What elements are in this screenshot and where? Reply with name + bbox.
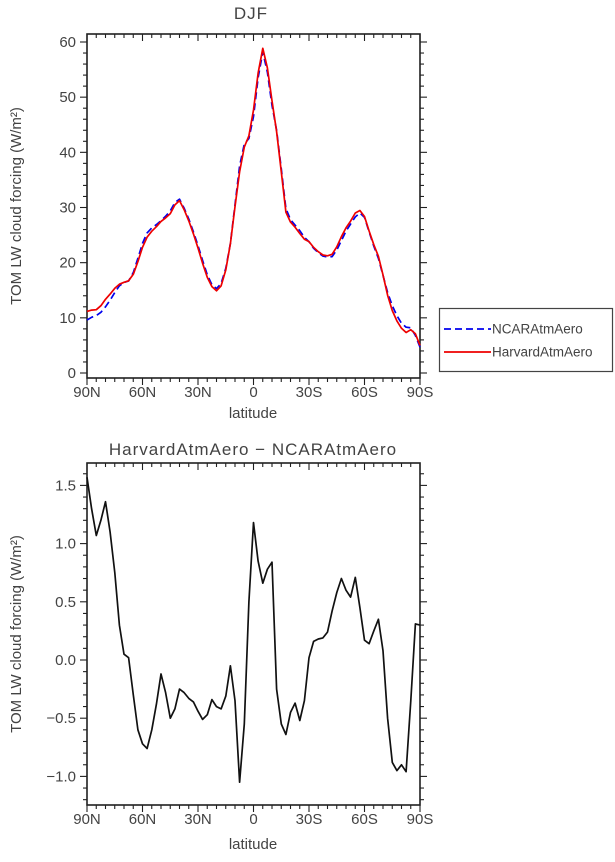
- y-tick-label: 10: [59, 310, 76, 327]
- legend: NCARAtmAero HarvardAtmAero: [438, 307, 614, 373]
- bottom-chart-title: HarvardAtmAero − NCARAtmAero: [109, 440, 397, 459]
- x-tick-label: 90S: [407, 811, 434, 828]
- bottom-chart-x-axis-title: latitude: [229, 836, 277, 853]
- y-tick-label: 0.5: [55, 594, 76, 611]
- legend-label-harvardatmaero: HarvardAtmAero: [492, 345, 593, 360]
- bottom-chart-y-axis-title: TOM LW cloud forcing (W/m²): [8, 535, 25, 733]
- x-tick-label: 30S: [296, 384, 323, 401]
- legend-label-ncaratmaero: NCARAtmAero: [492, 322, 583, 337]
- top-chart-plot-area: 90N 60N 30N 0 30S 60S 90S 0 10 20 30 40 50 60: [59, 33, 434, 401]
- x-tick-label: 60N: [129, 811, 157, 828]
- x-tick-label: 60S: [351, 384, 378, 401]
- x-tick-label: 90N: [73, 811, 101, 828]
- x-tick-label: 30N: [184, 384, 212, 401]
- y-tick-label: 1.0: [55, 536, 76, 553]
- top-chart-y-axis-title: TOM LW cloud forcing (W/m²): [8, 107, 25, 305]
- top-chart-title: DJF: [234, 4, 268, 23]
- y-tick-label: 1.5: [55, 477, 76, 494]
- y-tick-label: −0.5: [46, 710, 76, 727]
- legend-box: [438, 307, 614, 373]
- x-tick-label: 90S: [407, 384, 434, 401]
- y-tick-label: 20: [59, 255, 76, 272]
- y-tick-label: 40: [59, 144, 76, 161]
- x-tick-label: 90N: [73, 384, 101, 401]
- y-tick-label: 0: [68, 365, 76, 382]
- y-tick-label: −1.0: [46, 768, 76, 785]
- x-tick-label: 0: [249, 811, 257, 828]
- y-tick-label: 50: [59, 89, 76, 106]
- x-tick-label: 60S: [351, 811, 378, 828]
- bottom-chart-plot-area: 90N 60N 30N 0 30S 60S 90S −1.0 −0.5 0.0 0.5 1.0 1.5: [46, 462, 434, 828]
- harvardatmaero-series-line: [86, 47, 421, 346]
- y-tick-label: 0.0: [55, 652, 76, 669]
- x-tick-label: 0: [249, 384, 257, 401]
- y-tick-label: 60: [59, 34, 76, 51]
- plot-frame: [86, 462, 421, 806]
- plot-frame: [86, 33, 421, 379]
- top-chart-x-axis-title: latitude: [229, 405, 277, 422]
- difference-series-line: [86, 477, 421, 784]
- x-tick-label: 60N: [129, 384, 157, 401]
- y-tick-label: 30: [59, 199, 76, 216]
- ncaratmaero-series-line: [86, 51, 421, 348]
- x-tick-label: 30N: [184, 811, 212, 828]
- x-tick-label: 30S: [296, 811, 323, 828]
